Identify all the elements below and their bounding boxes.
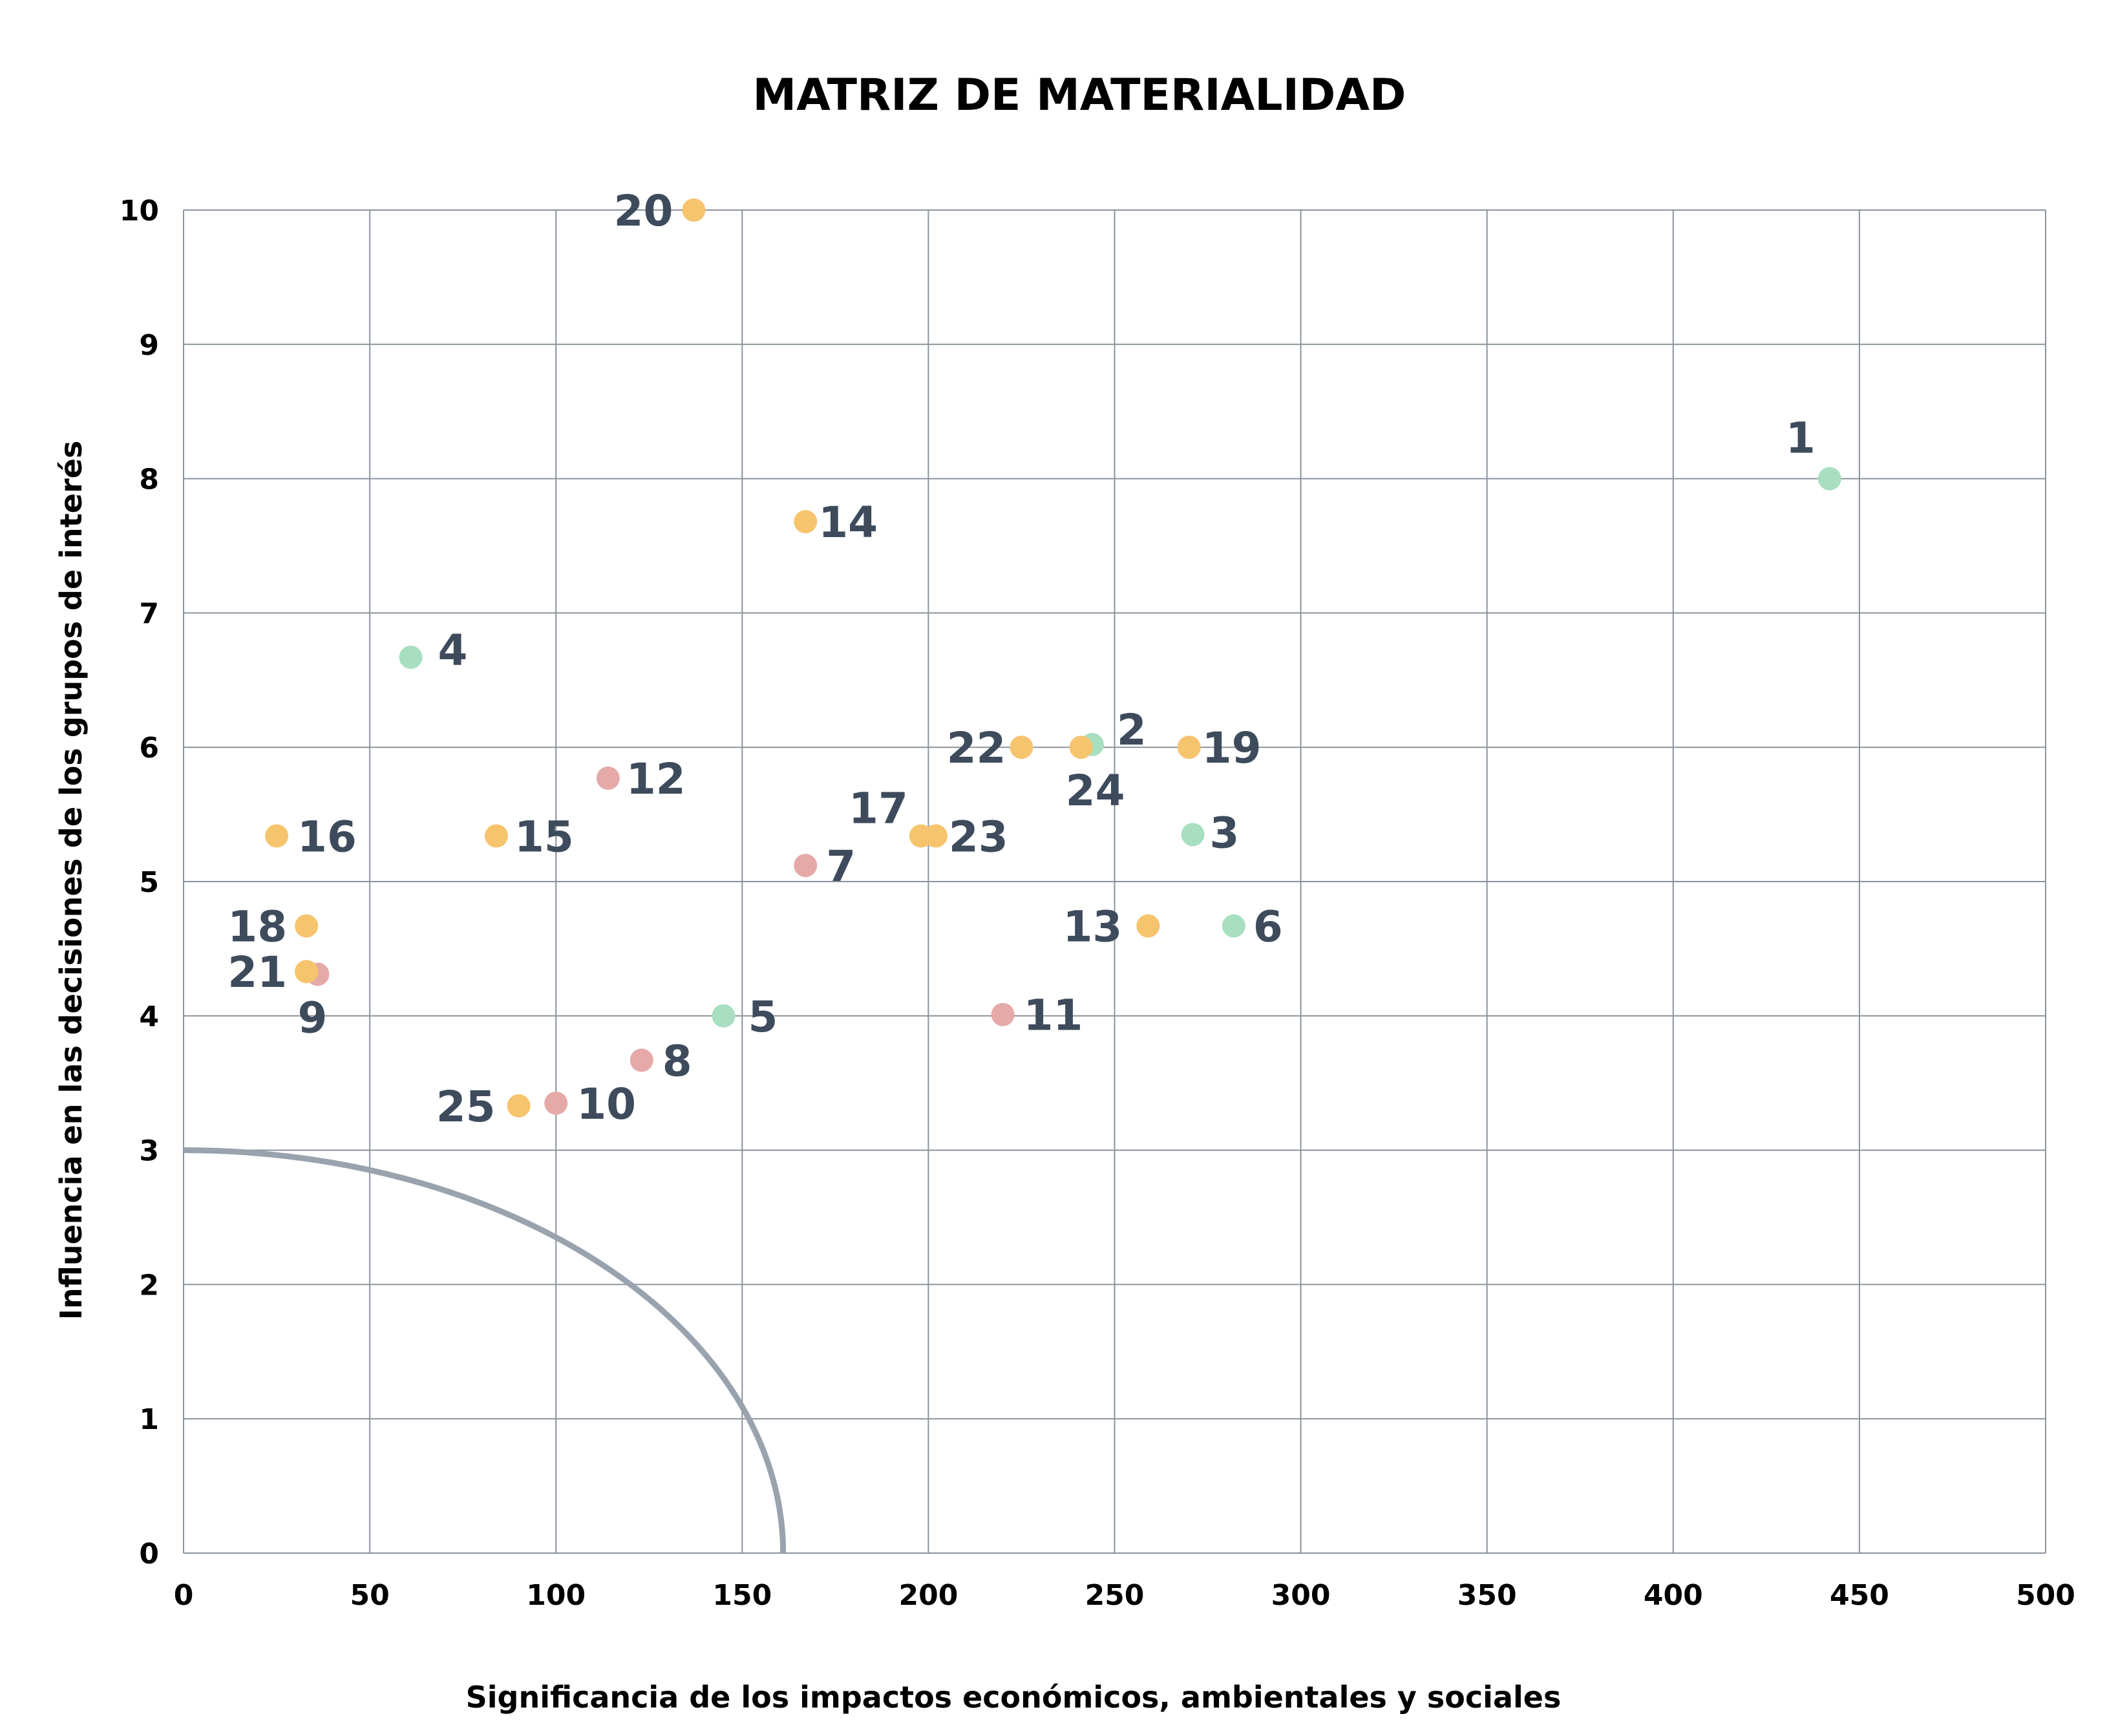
point-label-21: 21 <box>228 947 287 997</box>
data-point-24 <box>1069 736 1093 759</box>
y-tick-label: 0 <box>139 1538 159 1571</box>
threshold-curve-group <box>183 1147 787 1554</box>
y-tick-label: 1 <box>139 1403 159 1436</box>
data-point-15 <box>485 824 509 848</box>
point-label-7: 7 <box>826 842 856 891</box>
point-label-15: 15 <box>514 812 574 862</box>
point-label-12: 12 <box>626 754 686 804</box>
data-point-3 <box>1181 823 1205 847</box>
point-label-3: 3 <box>1210 808 1240 858</box>
data-point-21 <box>295 960 319 984</box>
point-label-2: 2 <box>1117 705 1147 755</box>
data-point-10 <box>544 1091 568 1115</box>
y-tick-label: 9 <box>139 329 159 362</box>
x-tick-label: 0 <box>174 1579 194 1612</box>
point-label-25: 25 <box>436 1082 496 1132</box>
data-point-23 <box>924 824 948 848</box>
x-tick-label: 100 <box>526 1579 586 1612</box>
data-point-13 <box>1136 914 1160 938</box>
point-label-13: 13 <box>1063 902 1122 952</box>
point-label-4: 4 <box>438 626 467 675</box>
data-point-1 <box>1817 467 1841 491</box>
x-tick-label: 150 <box>712 1579 772 1612</box>
y-tick-labels: 0 1 2 3 4 5 6 7 8 9 10 <box>120 195 159 1571</box>
point-label-23: 23 <box>949 812 1008 862</box>
point-labels: 1234567891011121314151617181920212223242… <box>228 186 1816 1132</box>
grid <box>183 209 2046 1554</box>
data-point-16 <box>265 824 289 848</box>
chart-title: MATRIZ DE MATERIALIDAD <box>753 70 1406 121</box>
point-label-8: 8 <box>662 1036 692 1086</box>
point-label-24: 24 <box>1066 766 1125 816</box>
point-label-20: 20 <box>614 186 673 236</box>
data-point-18 <box>295 914 319 938</box>
y-tick-label: 8 <box>139 463 159 496</box>
data-point-8 <box>630 1048 653 1072</box>
data-point-19 <box>1177 736 1201 759</box>
data-point-14 <box>794 510 818 534</box>
x-tick-label: 400 <box>1644 1579 1703 1612</box>
point-label-6: 6 <box>1253 902 1283 952</box>
x-tick-label: 50 <box>350 1579 389 1612</box>
y-tick-label: 3 <box>139 1135 159 1168</box>
point-label-11: 11 <box>1024 991 1083 1041</box>
point-label-1: 1 <box>1786 414 1816 463</box>
point-label-10: 10 <box>577 1079 636 1129</box>
point-label-14: 14 <box>818 498 878 547</box>
x-tick-label: 300 <box>1271 1579 1331 1612</box>
data-point-6 <box>1222 914 1245 938</box>
data-point-5 <box>712 1004 736 1028</box>
data-point-4 <box>399 645 423 669</box>
x-tick-label: 250 <box>1085 1579 1145 1612</box>
data-point-11 <box>991 1002 1015 1026</box>
x-tick-label: 450 <box>1830 1579 1889 1612</box>
y-tick-label: 7 <box>139 597 159 630</box>
point-label-9: 9 <box>297 993 327 1043</box>
point-label-16: 16 <box>297 812 357 862</box>
x-tick-labels: 0 50 100 150 200 250 300 350 400 450 500 <box>174 1579 2075 1612</box>
point-label-22: 22 <box>947 723 1006 773</box>
data-point-20 <box>682 198 706 222</box>
point-label-5: 5 <box>748 992 778 1042</box>
y-axis-title: Influencia en las decisiones de los grup… <box>54 441 89 1320</box>
threshold-curve <box>183 1147 787 1554</box>
data-point-22 <box>1010 736 1033 759</box>
data-point-12 <box>596 766 620 790</box>
y-tick-label: 10 <box>120 195 159 228</box>
y-tick-label: 6 <box>139 732 159 765</box>
data-point-7 <box>794 854 818 878</box>
point-label-19: 19 <box>1202 723 1262 773</box>
x-tick-label: 200 <box>898 1579 958 1612</box>
y-tick-label: 5 <box>139 866 159 899</box>
x-axis-title: Significancia de los impactos económicos… <box>466 1680 1562 1715</box>
y-tick-label: 2 <box>139 1269 159 1302</box>
point-label-17: 17 <box>849 783 908 833</box>
point-label-18: 18 <box>228 902 287 952</box>
x-tick-label: 350 <box>1457 1579 1517 1612</box>
y-tick-label: 4 <box>139 1000 159 1033</box>
data-point-25 <box>507 1094 531 1118</box>
x-tick-label: 500 <box>2016 1579 2075 1612</box>
data-points <box>265 198 1841 1118</box>
